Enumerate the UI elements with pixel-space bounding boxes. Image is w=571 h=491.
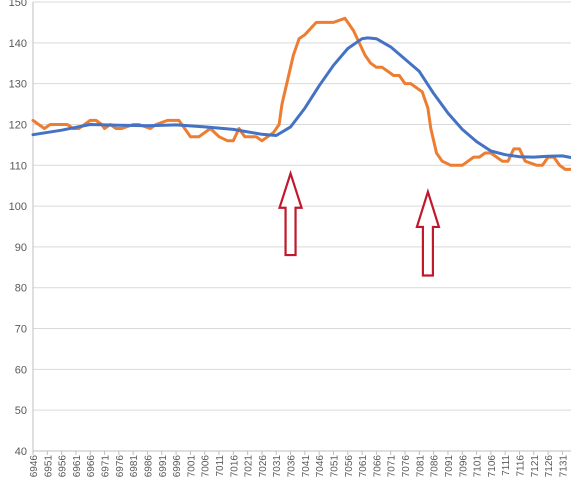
y-tick-label: 130	[9, 79, 27, 91]
x-tick-label: 7126	[544, 455, 555, 478]
x-tick-label: 6956	[58, 455, 69, 478]
annotation-arrow-2	[415, 188, 441, 277]
y-tick-label: 120	[9, 119, 27, 131]
series-line-1	[31, 16, 571, 171]
x-tick-label: 7001	[186, 455, 197, 478]
x-tick-label: 6951	[43, 455, 54, 478]
y-tick-label: 60	[15, 364, 27, 376]
x-tick-label: 7056	[344, 455, 355, 478]
y-tick-label: 150	[9, 0, 27, 9]
annotation-arrow-1	[278, 169, 304, 257]
series-group	[31, 16, 571, 171]
x-tick-label: 6991	[158, 455, 169, 478]
x-tick-label: 7006	[201, 455, 212, 478]
y-tick-label: 100	[9, 201, 27, 213]
series-line-2	[31, 36, 571, 159]
x-tick-label: 6971	[101, 455, 112, 478]
y-tick-label: 80	[15, 283, 27, 295]
x-tick-label: 7111	[501, 455, 512, 476]
y-tick-label: 40	[15, 446, 27, 458]
x-tick-label: 7026	[258, 455, 269, 478]
x-tick-label: 7121	[530, 455, 541, 478]
x-tick-label: 7036	[287, 455, 298, 478]
x-tick-label: 7031	[272, 455, 283, 478]
x-tick-label: 7086	[430, 455, 441, 478]
y-tick-label: 140	[9, 38, 27, 50]
x-tick-label: 7096	[458, 455, 469, 478]
x-tick-label: 7091	[444, 455, 455, 478]
x-tick-label: 7081	[415, 455, 426, 478]
x-tick-label: 6961	[72, 455, 83, 478]
y-tick-label: 70	[15, 324, 27, 336]
x-tick-label: 6996	[172, 455, 183, 478]
x-tick-label: 6946	[29, 455, 40, 478]
x-tick-label: 7131	[558, 455, 569, 478]
x-axis-ticks: 6946 6951 6956 6961 6966 6971 6976 6981 6986 6991…	[29, 451, 569, 477]
x-tick-label: 6966	[86, 455, 97, 478]
x-tick-label: 6986	[143, 455, 154, 478]
y-tick-label: 110	[9, 160, 27, 172]
x-tick-label: 7061	[358, 455, 369, 478]
y-tick-label: 50	[15, 405, 27, 417]
y-axis-ticks: 40 50 60 70 80 90 100 110 120 130 140 150	[9, 0, 27, 458]
x-tick-label: 6981	[129, 455, 140, 478]
x-tick-label: 7046	[315, 455, 326, 478]
x-tick-label: 7016	[229, 455, 240, 478]
x-tick-label: 7101	[473, 455, 484, 478]
x-tick-label: 7116	[515, 455, 526, 477]
x-tick-label: 6976	[115, 455, 126, 478]
x-tick-label: 7076	[401, 455, 412, 478]
x-tick-label: 7011	[215, 455, 226, 477]
y-tick-label: 90	[15, 242, 27, 254]
x-tick-label: 7071	[387, 455, 398, 478]
x-tick-label: 7041	[301, 455, 312, 478]
x-tick-label: 7106	[487, 455, 498, 478]
x-tick-label: 7021	[244, 455, 255, 478]
annotations-group	[278, 169, 441, 277]
x-tick-label: 7066	[372, 455, 383, 478]
x-tick-label: 7051	[329, 455, 340, 478]
